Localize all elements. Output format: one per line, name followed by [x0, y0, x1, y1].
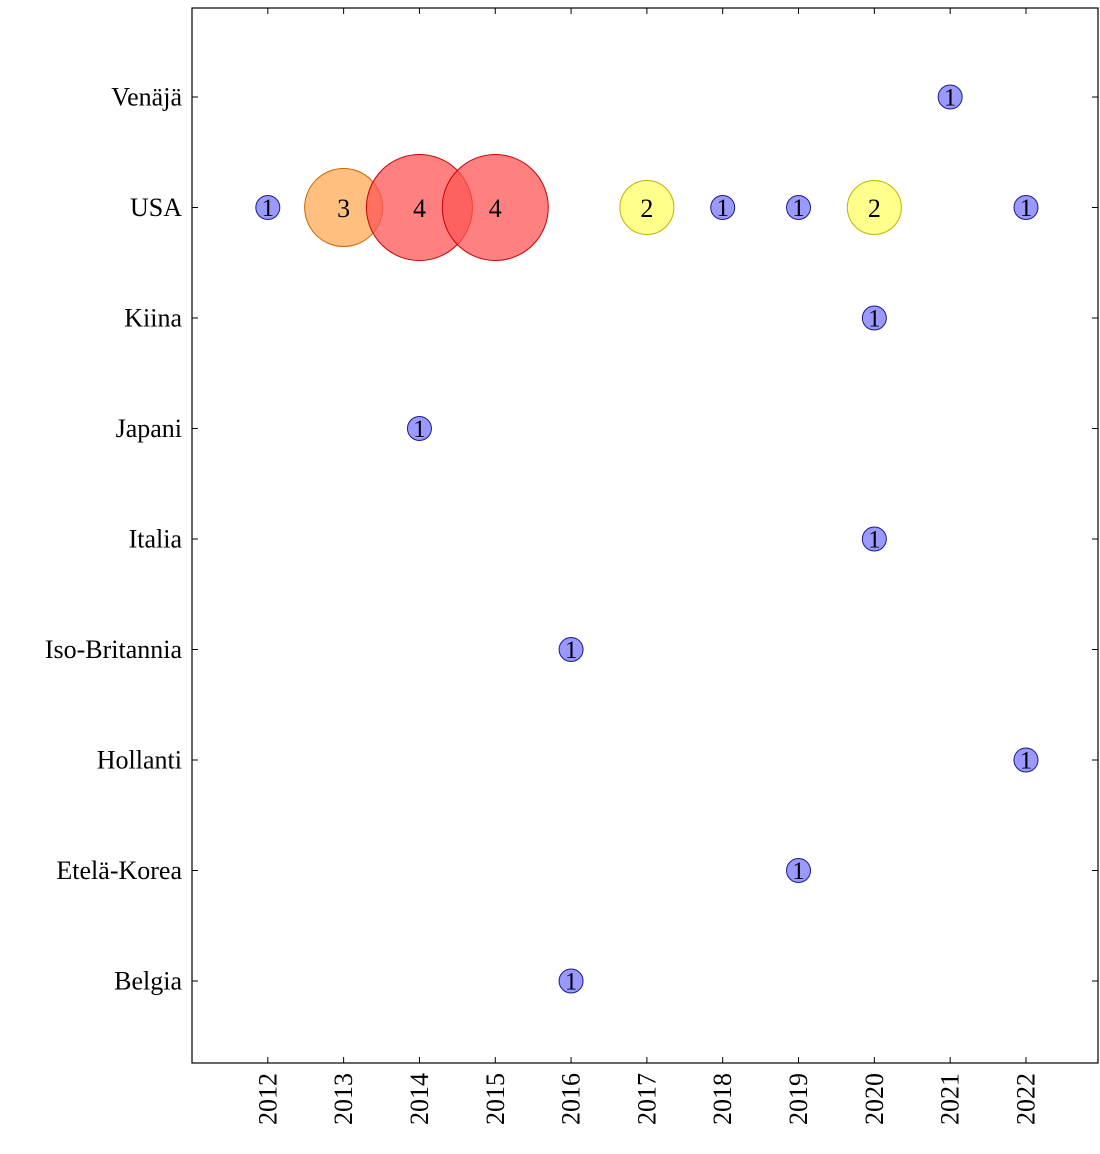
x-tick-label: 2021 — [936, 1073, 965, 1125]
y-tick-label: Hollanti — [97, 746, 182, 775]
bubble-circle — [937, 84, 963, 110]
x-tick-label: 2013 — [329, 1073, 358, 1125]
bubble-circle — [558, 968, 584, 994]
bubble: 1 — [255, 195, 281, 222]
bubble-count-label: 1 — [1020, 195, 1033, 222]
bubble-circle — [558, 637, 584, 662]
bubble-count-label: 1 — [792, 858, 805, 885]
bubble-count-label: 1 — [716, 195, 729, 222]
bubble-count-label: 1 — [868, 306, 881, 333]
bubble: 1 — [861, 526, 887, 554]
bubble-count-label: 1 — [868, 527, 881, 554]
bubble: 1 — [786, 195, 812, 222]
bubble: 1 — [786, 858, 812, 885]
bubble-count-label: 1 — [565, 637, 578, 664]
bubble-count-label: 2 — [640, 194, 653, 223]
y-tick-label: Etelä-Korea — [56, 856, 182, 885]
bubble-circle — [786, 858, 812, 883]
plot-frame — [191, 7, 1099, 1064]
bubble: 2 — [846, 180, 902, 235]
x-tick-label: 2017 — [632, 1073, 661, 1125]
bubble-count-label: 3 — [337, 194, 350, 223]
y-tick-label: Japani — [116, 414, 182, 443]
bubble-series: 1 1 3 4 4 2 1 1 2 1 1 1 1 1 1 1 1 — [255, 84, 1039, 996]
x-tick-label: 2019 — [784, 1073, 813, 1125]
x-axis: 2012 2013 2014 2015 2016 2017 2018 2019 2020 2021… — [253, 8, 1040, 1125]
bubble-circle — [1013, 195, 1039, 220]
bubble-count-label: 4 — [413, 194, 426, 223]
bubble: 1 — [1013, 747, 1039, 775]
bubble-count-label: 1 — [792, 195, 805, 222]
x-tick-label: 2022 — [1011, 1073, 1040, 1125]
bubble-circle — [441, 154, 549, 261]
bubble-count-label: 4 — [489, 194, 502, 223]
bubble: 1 — [937, 84, 963, 112]
x-tick-label: 2015 — [481, 1073, 510, 1125]
bubble: 3 — [304, 168, 384, 247]
y-tick-label: Italia — [129, 525, 183, 554]
bubble-count-label: 1 — [1020, 748, 1033, 775]
y-tick-label: Venäjä — [111, 83, 182, 112]
bubble-count-label: 1 — [944, 85, 957, 112]
bubble: 1 — [558, 968, 584, 996]
bubble: 4 — [365, 154, 473, 261]
x-tick-label: 2020 — [860, 1073, 889, 1125]
bubble: 1 — [406, 416, 432, 443]
y-tick-label: Iso-Britannia — [45, 635, 183, 664]
bubble-count-label: 2 — [868, 194, 881, 223]
x-tick-label: 2016 — [557, 1073, 586, 1125]
bubble-circle — [710, 195, 736, 220]
y-tick-label: Kiina — [124, 304, 182, 333]
x-tick-label: 2018 — [708, 1073, 737, 1125]
bubble: 1 — [1013, 195, 1039, 222]
bubble-count-label: 1 — [262, 195, 275, 222]
x-tick-label: 2012 — [253, 1073, 282, 1125]
bubble: 1 — [861, 305, 887, 333]
bubble: 4 — [441, 154, 549, 261]
bubble-circle — [406, 416, 432, 441]
bubble: 1 — [710, 195, 736, 222]
y-tick-label: USA — [130, 193, 182, 222]
bubble-circle — [255, 195, 281, 220]
bubble-circle — [846, 180, 902, 235]
bubble-circle — [1013, 747, 1039, 773]
bubble-circle — [861, 526, 887, 552]
y-axis: Belgia Etelä-Korea Hollanti Iso-Britannia It… — [45, 83, 1098, 996]
y-tick-label: Belgia — [114, 967, 182, 996]
bubble-circle — [786, 195, 812, 220]
x-tick-label: 2014 — [405, 1073, 434, 1125]
bubble: 1 — [558, 637, 584, 664]
bubble-circle — [861, 305, 887, 331]
bubble-count-label: 1 — [413, 416, 426, 443]
bubble-circle — [619, 180, 675, 235]
bubble-count-label: 1 — [565, 969, 578, 996]
bubble: 2 — [619, 180, 675, 235]
